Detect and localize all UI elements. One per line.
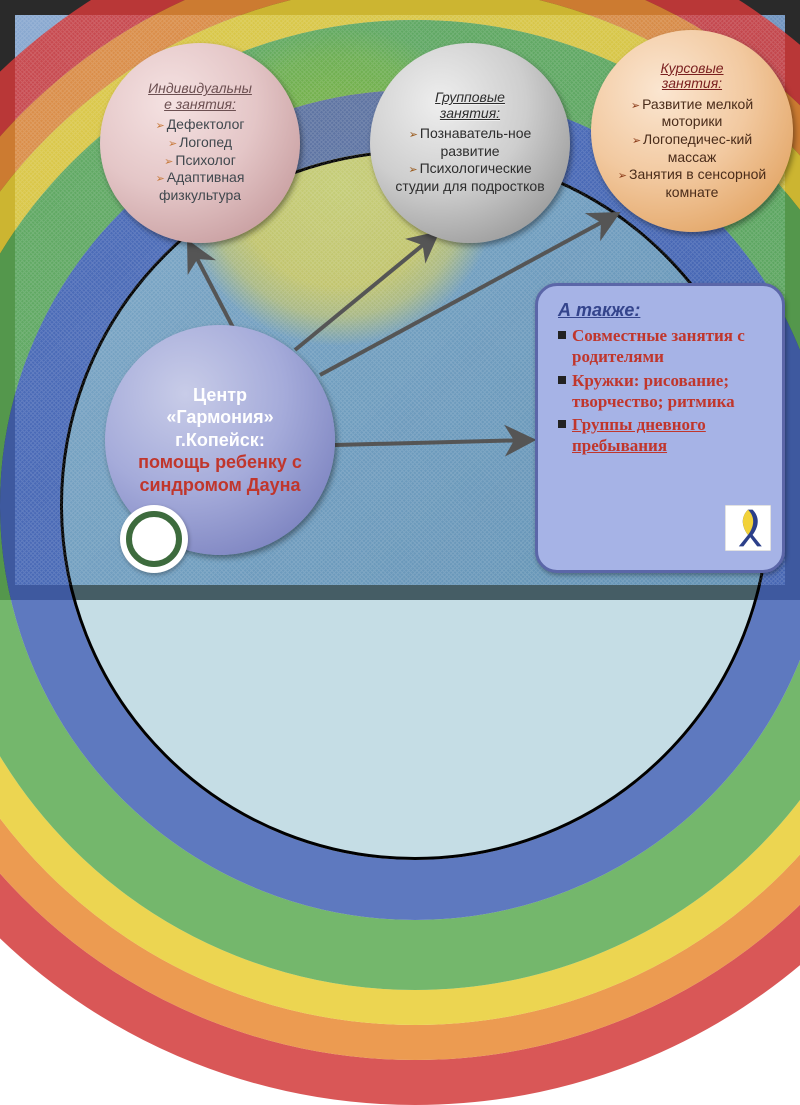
list-item: Психологические студии для подростков bbox=[388, 160, 552, 195]
center-line4: помощь ребенку с синдромом Дауна bbox=[138, 452, 302, 495]
node-course-classes: Курсовые занятия: Развитие мелкой мотори… bbox=[591, 30, 793, 232]
node-group-classes: Групповые занятия: Познаватель-ное разви… bbox=[370, 43, 570, 243]
panel-title: А также: bbox=[558, 300, 766, 321]
list-item: Занятия в сенсорной комнате bbox=[609, 166, 775, 201]
arrow bbox=[335, 440, 530, 445]
list-item: Развитие мелкой моторики bbox=[609, 96, 775, 131]
node-title: Индивидуальны е занятия: bbox=[148, 81, 252, 112]
center-line3: г.Копейск: bbox=[175, 430, 265, 450]
node-title: Курсовые занятия: bbox=[660, 61, 723, 92]
center-title: Центр «Гармония» г.Копейск: помощь ребен… bbox=[123, 384, 317, 497]
node-items: Развитие мелкой моторикиЛогопедичес-кий … bbox=[609, 96, 775, 202]
list-item: Логопедичес-кий массаж bbox=[609, 131, 775, 166]
node-items: ДефектологЛогопедПсихологАдаптивная физк… bbox=[118, 116, 282, 205]
node-title: Групповые занятия: bbox=[435, 90, 505, 121]
list-item: Кружки: рисование; творчество; ритмика bbox=[558, 370, 766, 413]
node-individual-classes: Индивидуальны е занятия: ДефектологЛогоп… bbox=[100, 43, 300, 243]
arrow bbox=[295, 235, 435, 350]
slide-frame: Индивидуальны е занятия: ДефектологЛогоп… bbox=[0, 0, 800, 600]
node-items: Познаватель-ное развитиеПсихологические … bbox=[388, 125, 552, 196]
panel-items: Совместные занятия с родителямиКружки: р… bbox=[558, 325, 766, 457]
center-line2: «Гармония» bbox=[166, 407, 273, 427]
logo-ring-icon bbox=[126, 511, 182, 567]
center-line1: Центр bbox=[193, 385, 247, 405]
list-item: Логопед bbox=[118, 134, 282, 152]
list-item: Психолог bbox=[118, 152, 282, 170]
list-item: Познаватель-ное развитие bbox=[388, 125, 552, 160]
harmony-logo bbox=[120, 505, 188, 573]
list-item: Группы дневного пребывания bbox=[558, 414, 766, 457]
awareness-ribbon-icon bbox=[725, 505, 771, 551]
list-item: Дефектолог bbox=[118, 116, 282, 134]
list-item: Совместные занятия с родителями bbox=[558, 325, 766, 368]
list-item: Адаптивная физкультура bbox=[118, 169, 282, 204]
